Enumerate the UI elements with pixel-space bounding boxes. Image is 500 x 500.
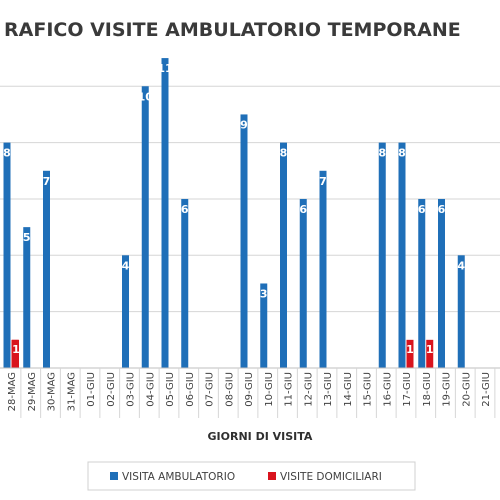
x-tick-label: 18-GIU (422, 372, 433, 407)
bar-ambulatorio (240, 114, 248, 368)
x-tick-label: 29-MAG (27, 372, 38, 411)
data-label-domiciliari: 0 (386, 344, 394, 357)
data-label-domiciliari: 1 (426, 343, 434, 356)
bar-ambulatorio (23, 227, 31, 368)
x-axis: 28-MAG 29-MAG 30-MAG 31-MAG 01-GIU 02-GIU 03-G… (0, 367, 500, 418)
bar-ambulatorio (181, 198, 189, 368)
x-tick-label: 13-GIU (323, 372, 334, 407)
data-label-ambulatorio: 7 (43, 175, 51, 188)
data-label-ambulatorio: 4 (457, 259, 465, 272)
bar-ambulatorio (122, 255, 129, 368)
data-label-ambulatorio: 8 (398, 147, 406, 160)
x-tick-label: 17-GIU (402, 372, 413, 407)
bar-ambulatorio (260, 283, 268, 368)
data-label-domiciliari: 0 (268, 344, 276, 357)
data-label-ambulatorio: 8 (3, 147, 11, 160)
bar-ambulatorio (3, 142, 11, 368)
chart-title: RAFICO VISITE AMBULATORIO TEMPORANE (4, 19, 461, 41)
bar-domiciliari (406, 339, 414, 368)
x-tick-label: 09-GIU (244, 372, 255, 407)
data-label-ambulatorio: 6 (299, 203, 307, 216)
bar-ambulatorio (161, 58, 169, 369)
legend-box (87, 461, 416, 491)
x-tick-label: 07-GIU (205, 372, 216, 407)
x-tick-label: 04-GIU (145, 372, 156, 407)
data-label-domiciliari: 0 (149, 344, 157, 357)
data-label-domiciliari: 0 (248, 344, 256, 357)
x-tick-label: 12-GIU (303, 372, 314, 407)
bar-ambulatorio (438, 198, 445, 368)
data-label-domiciliari: 0 (465, 344, 473, 357)
legend-label-ambulatorio: VISITA AMBULATORIO (122, 471, 235, 483)
data-label-ambulatorio: 5 (23, 231, 31, 244)
bar-domiciliari-partial (12, 339, 19, 368)
data-label-ambulatorio: 6 (181, 203, 189, 216)
x-tick-label: 10-GIU (264, 372, 275, 407)
data-label-ambulatorio: 11 (157, 62, 172, 75)
legend-swatch-ambulatorio (110, 472, 118, 480)
x-tick-label: 16-GIU (382, 372, 393, 407)
data-label-domiciliari: 1 (406, 343, 414, 356)
data-label-domiciliari: 0 (51, 344, 59, 357)
bar-ambulatorio (457, 255, 465, 368)
x-axis-label: GIORNI DI VISITA (208, 430, 313, 443)
x-tick-label: 14-GIU (343, 372, 354, 407)
bars: 81507040100110609030806070808161604001 (0, 58, 473, 369)
data-label-ambulatorio: 6 (438, 203, 446, 216)
x-tick-label: 30-MAG (47, 372, 58, 411)
bar-ambulatorio (398, 142, 406, 368)
data-label-ambulatorio: 9 (240, 118, 248, 131)
x-tick-label: 19-GIU (442, 372, 453, 407)
data-label-ambulatorio: 6 (418, 203, 426, 216)
x-tick-label: 21-GIU (481, 372, 492, 407)
data-label-domiciliari: 0 (307, 344, 315, 357)
x-tick-label: 06-GIU (185, 372, 196, 407)
data-label-partial: 0 (0, 344, 4, 357)
data-label-domiciliari: 0 (130, 344, 138, 357)
legend: VISITA AMBULATORIO VISITE DOMICILIARI (87, 461, 416, 491)
bar-ambulatorio (319, 170, 327, 368)
bar-ambulatorio (378, 142, 386, 368)
x-tick-label: 08-GIU (224, 372, 235, 407)
bar-domiciliari (426, 339, 434, 368)
data-label-domiciliari: 0 (446, 344, 454, 357)
data-label-ambulatorio: 4 (122, 259, 130, 272)
data-label-partial: 1 (12, 343, 20, 356)
bar-ambulatorio (299, 198, 307, 368)
x-tick-label: 05-GIU (165, 372, 176, 407)
data-label-ambulatorio: 7 (319, 175, 327, 188)
data-label-domiciliari: 0 (31, 344, 39, 357)
x-tick-label: 15-GIU (363, 372, 374, 407)
x-tick-label: 31-MAG (66, 372, 77, 411)
legend-label-domiciliari: VISITE DOMICILIARI (280, 471, 382, 483)
bar-ambulatorio (418, 198, 426, 368)
bar-ambulatorio (280, 142, 287, 368)
x-tick-label: 11-GIU (284, 372, 295, 407)
data-label-ambulatorio: 10 (138, 90, 154, 103)
data-label-ambulatorio: 3 (260, 287, 268, 300)
data-label-domiciliari: 0 (288, 344, 296, 357)
data-label-domiciliari: 0 (327, 344, 335, 357)
data-label-ambulatorio: 8 (280, 147, 288, 160)
data-label-domiciliari: 0 (169, 344, 177, 357)
bar-ambulatorio (141, 86, 149, 369)
x-tick-label: 28-MAG (7, 372, 18, 411)
x-tick-label: 20-GIU (461, 372, 472, 407)
legend-swatch-domiciliari (268, 472, 276, 480)
x-tick-label: 01-GIU (86, 372, 97, 407)
x-tick-label: 03-GIU (126, 372, 137, 407)
data-label-ambulatorio: 8 (378, 147, 386, 160)
data-label-domiciliari: 0 (189, 344, 197, 357)
x-tick-label: 02-GIU (106, 372, 117, 407)
bar-ambulatorio (43, 170, 50, 368)
